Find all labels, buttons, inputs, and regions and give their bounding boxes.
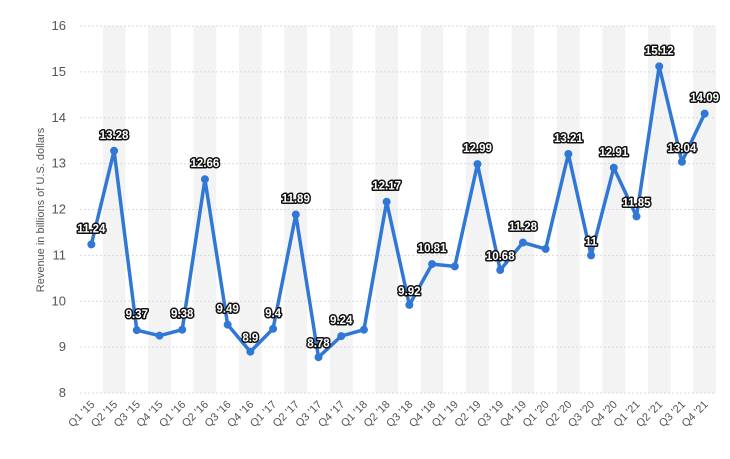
y-tick-label: 12: [52, 202, 66, 217]
data-labels: 11.24 13.28 9.37 9.38 12.66 9.49 8.9 9.4 11.89 8.…: [76, 44, 721, 352]
data-label: 11: [585, 236, 598, 248]
data-point: [564, 149, 573, 158]
data-point: [655, 62, 664, 71]
data-point: [428, 260, 437, 269]
data-label: 8.78: [307, 338, 330, 350]
data-point: [110, 146, 119, 155]
y-tick-label: 16: [52, 18, 66, 33]
data-point: [518, 238, 527, 247]
data-label: 12.17: [372, 181, 401, 193]
data-label: 11.24: [77, 223, 106, 235]
data-point: [314, 353, 323, 362]
y-axis-label: Revenue in billions of U.S. dollars: [35, 127, 47, 292]
data-label: 10.81: [418, 243, 447, 255]
data-point: [405, 300, 414, 309]
column-band: [284, 26, 308, 393]
data-label: 12.66: [191, 158, 220, 170]
y-tick-label: 8: [59, 385, 66, 400]
y-tick-label: 13: [52, 156, 66, 171]
data-label: 13.21: [554, 133, 583, 145]
series-revenue: [87, 62, 709, 362]
y-axis-ticks: 16 15 14 13 12 11 10 9 8: [52, 18, 66, 400]
data-label: 11.85: [622, 197, 651, 209]
data-point: [496, 266, 505, 275]
data-point: [632, 212, 641, 221]
data-label: 13.28: [100, 130, 129, 142]
data-label: 9.38: [171, 309, 194, 321]
data-point: [337, 332, 346, 341]
data-point: [700, 109, 709, 118]
data-label: 8.9: [242, 333, 258, 345]
data-label: 12.91: [599, 147, 628, 159]
data-point: [87, 240, 96, 249]
data-point: [609, 163, 618, 172]
data-point: [269, 324, 278, 333]
data-point: [677, 157, 686, 166]
data-label: 14.09: [690, 93, 719, 105]
data-label: 9.49: [216, 304, 238, 316]
data-point: [359, 325, 368, 334]
x-tick-label: Q4 '21: [680, 399, 711, 430]
data-point: [223, 320, 232, 329]
data-label: 9.92: [398, 286, 420, 298]
data-label: 9.37: [126, 309, 148, 321]
data-label: 11.28: [509, 222, 538, 234]
data-point: [178, 325, 187, 334]
y-tick-label: 10: [52, 293, 66, 308]
data-point: [200, 175, 209, 184]
data-label: 11.89: [282, 194, 310, 206]
data-point: [473, 160, 482, 169]
column-band: [647, 26, 671, 393]
data-point: [450, 262, 459, 271]
data-label: 13.04: [668, 143, 697, 155]
data-point: [587, 251, 596, 260]
column-band: [511, 26, 535, 393]
y-tick-label: 14: [52, 110, 66, 125]
y-tick-label: 11: [53, 247, 67, 262]
data-point: [246, 347, 255, 356]
data-point: [382, 197, 391, 206]
data-label: 9.4: [265, 308, 282, 320]
series-line: [89, 64, 707, 359]
data-label: 12.99: [463, 143, 492, 155]
data-label: 9.24: [330, 315, 353, 327]
data-label: 15.12: [645, 45, 674, 57]
data-point: [155, 331, 164, 340]
y-tick-label: 15: [52, 64, 66, 79]
data-point: [291, 210, 300, 219]
data-point: [132, 326, 141, 335]
data-point: [541, 244, 550, 253]
data-label: 10.68: [486, 251, 515, 263]
y-tick-label: 9: [59, 339, 66, 354]
